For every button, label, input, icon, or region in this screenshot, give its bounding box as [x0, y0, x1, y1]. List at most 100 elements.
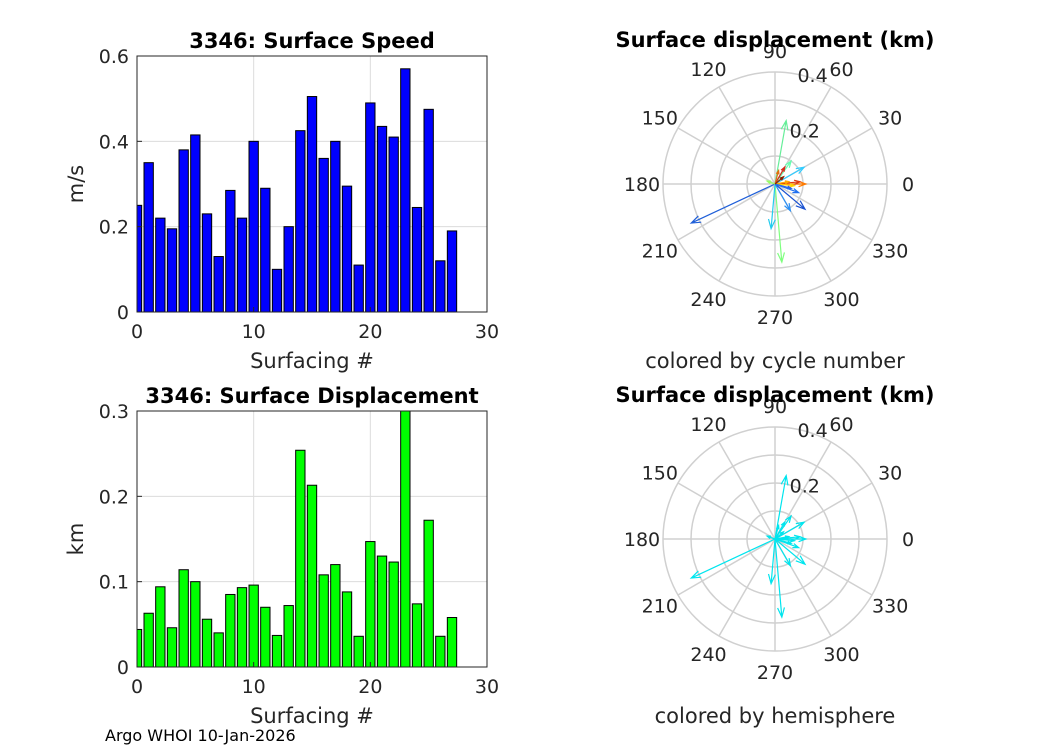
- axes-box: [136, 55, 488, 313]
- bar: [260, 187, 271, 313]
- angle-tick-label: 150: [642, 108, 678, 130]
- bar: [435, 635, 446, 668]
- displacement-vector: [774, 180, 791, 185]
- bar: [166, 627, 178, 668]
- bar: [353, 264, 364, 313]
- x-tick-label: 20: [358, 321, 382, 343]
- bar: [365, 541, 376, 668]
- angle-tick-label: 300: [823, 644, 859, 666]
- bar: [143, 612, 154, 668]
- x-tick-label: 30: [475, 321, 499, 343]
- bar: [295, 130, 306, 313]
- bar: [190, 134, 201, 313]
- chart-title: Surface displacement (km): [615, 28, 934, 52]
- angle-tick-label: 60: [829, 59, 853, 81]
- angle-tick-label: 240: [690, 644, 726, 666]
- y-tick-label: 0.1: [99, 572, 129, 594]
- displacement-vector: [774, 183, 786, 264]
- angle-tick-label: 330: [872, 596, 908, 618]
- bar: [155, 217, 166, 313]
- displacement-vector: [774, 523, 780, 540]
- bar: [365, 102, 376, 313]
- bar: [423, 108, 434, 313]
- angle-tick-label: 210: [642, 596, 678, 618]
- bar: [225, 189, 236, 313]
- bar: [213, 256, 224, 313]
- angle-tick-label: 270: [757, 662, 793, 684]
- y-axis-label: km: [64, 523, 88, 556]
- bar: [318, 574, 329, 668]
- displacement-vector: [774, 521, 806, 540]
- bar: [411, 603, 423, 668]
- bar: [435, 260, 446, 313]
- bar: [376, 125, 388, 313]
- bar: [446, 617, 458, 668]
- bar: [423, 519, 434, 668]
- range-ring: [718, 127, 832, 241]
- displacement-vector: [765, 180, 776, 185]
- x-axis-label: Surfacing #: [250, 704, 374, 728]
- speed-compass-plot: 0.2 0.4 0 30 60 90 120 150 180 210 240 270 300 330 Sur…: [615, 28, 934, 373]
- angle-tick-label: 180: [624, 174, 660, 196]
- displacement-vector: [774, 183, 801, 194]
- bar: [283, 605, 294, 668]
- angle-tick-label: 30: [878, 463, 902, 485]
- displacement-compass-plot: 0.2 0.4 0 30 60 90 120 150 180 210 240 270 300 330 Sur…: [615, 383, 934, 728]
- bar: [283, 226, 294, 313]
- bar: [446, 230, 458, 313]
- range-ring: [718, 482, 832, 596]
- range-ring: [690, 454, 860, 624]
- footer-credit: Argo WHOI 10-Jan-2026: [105, 726, 296, 745]
- displacement-vector: [774, 168, 780, 185]
- displacement-vector: [689, 183, 776, 224]
- displacement-vector: [774, 538, 786, 619]
- bar: [330, 564, 341, 668]
- chart-title: Surface displacement (km): [615, 383, 934, 407]
- bar: [271, 268, 283, 313]
- surface-speed-bar-chart: 0 10 20 30 0 0.2 0.4 0.6 3346: Surface Speed Surf…: [64, 29, 499, 373]
- displacement-vector: [774, 165, 786, 185]
- radius-tick-label: 0.4: [797, 420, 827, 442]
- bar: [178, 149, 189, 313]
- angle-tick-label: 120: [690, 59, 726, 81]
- chart-title: 3346: Surface Speed: [189, 29, 435, 53]
- angle-tick-label: 90: [763, 396, 787, 418]
- x-tick-label: 0: [131, 676, 143, 698]
- y-tick-label: 0.2: [99, 217, 129, 239]
- displacement-vector: [774, 535, 791, 540]
- displacement-vector: [774, 530, 785, 540]
- y-tick-label: 0: [117, 302, 129, 324]
- bar: [388, 561, 399, 668]
- bar: [225, 593, 236, 668]
- bar: [201, 213, 213, 313]
- angle-tick-label: 150: [642, 463, 678, 485]
- radius-tick-label: 0.2: [790, 476, 820, 498]
- displacement-vector: [689, 538, 776, 579]
- x-axis-label: Surfacing #: [250, 349, 374, 373]
- displacement-vector: [774, 183, 807, 211]
- x-tick-label: 20: [358, 676, 382, 698]
- displacement-vector: [774, 520, 786, 540]
- bar: [155, 586, 166, 668]
- y-tick-label: 0.3: [99, 401, 129, 423]
- bar: [400, 410, 411, 668]
- bar: [271, 634, 283, 668]
- angle-tick-label: 270: [757, 307, 793, 329]
- surface-displacement-bar-chart: 0 10 20 30 0 0.1 0.2 0.3 3346: Surface Displacem…: [64, 384, 499, 728]
- radius-tick-label: 0.4: [797, 65, 827, 87]
- bar: [376, 555, 388, 668]
- displacement-vector: [765, 535, 776, 540]
- angle-tick-label: 0: [902, 174, 914, 196]
- bar: [143, 162, 154, 313]
- y-tick-label: 0: [117, 657, 129, 679]
- bar: [341, 185, 353, 313]
- bar: [400, 68, 411, 313]
- displacement-vector: [774, 538, 801, 549]
- bar: [260, 606, 271, 668]
- x-tick-label: 30: [475, 676, 499, 698]
- bar: [306, 484, 318, 668]
- angle-tick-label: 240: [690, 289, 726, 311]
- bar: [136, 628, 143, 668]
- bar: [248, 140, 259, 313]
- bar: [213, 632, 224, 668]
